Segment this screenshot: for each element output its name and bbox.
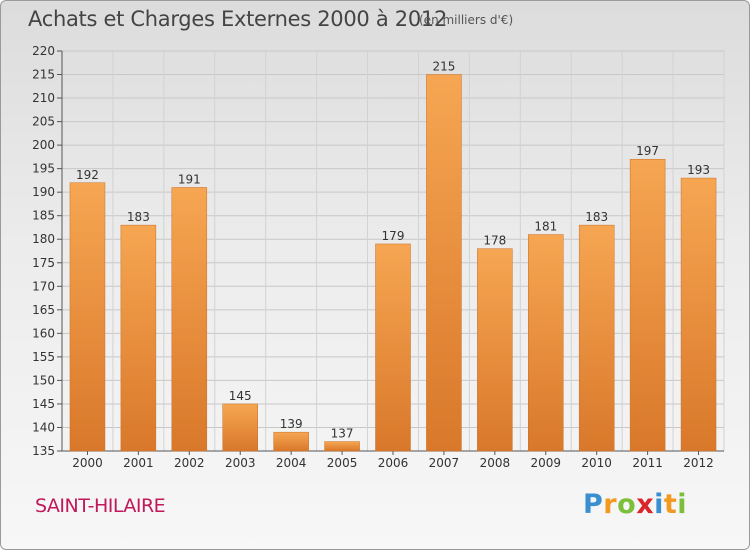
x-tick-label-2001: 2001 bbox=[123, 456, 154, 470]
bar-2012 bbox=[680, 177, 717, 452]
axes: 135 140 145 150 155 160 165 170 175 180 185 190 195 2… bbox=[32, 44, 724, 458]
data-label-2009: 181 bbox=[534, 220, 557, 234]
x-tick-label-2006: 2006 bbox=[378, 456, 409, 470]
bar-2011 bbox=[629, 158, 666, 452]
x-tick-label-2007: 2007 bbox=[429, 456, 460, 470]
bars bbox=[69, 74, 717, 452]
y-tick-label: 165 bbox=[32, 303, 55, 317]
data-label-2011: 197 bbox=[636, 144, 659, 158]
y-tick-label: 150 bbox=[32, 373, 55, 387]
x-tick-label-2011: 2011 bbox=[632, 456, 663, 470]
bar-2001 bbox=[120, 224, 157, 452]
data-label-2004: 139 bbox=[280, 417, 303, 431]
y-tick-label: 135 bbox=[32, 444, 55, 458]
bar-2005 bbox=[324, 441, 360, 452]
y-tick-label: 185 bbox=[32, 209, 55, 223]
x-tick-label-2000: 2000 bbox=[72, 456, 103, 470]
y-tick-label: 155 bbox=[32, 350, 55, 364]
data-label-2007: 215 bbox=[432, 60, 455, 74]
y-tick-label: 170 bbox=[32, 279, 55, 293]
logo-letter: o bbox=[617, 489, 637, 520]
bar-2009 bbox=[528, 234, 564, 452]
data-label-2012: 193 bbox=[687, 163, 710, 177]
bar-2010 bbox=[578, 224, 615, 452]
data-label-2003: 145 bbox=[229, 389, 252, 403]
data-label-2006: 179 bbox=[382, 229, 405, 243]
y-tick-label: 205 bbox=[32, 115, 55, 129]
y-tick-label: 160 bbox=[32, 326, 55, 340]
bar-2002 bbox=[171, 187, 208, 452]
x-tick-label-2012: 2012 bbox=[683, 456, 714, 470]
x-tick-label-2003: 2003 bbox=[225, 456, 256, 470]
y-tick-label: 200 bbox=[32, 138, 55, 152]
data-label-2010: 183 bbox=[585, 210, 608, 224]
data-label-2001: 183 bbox=[127, 210, 150, 224]
bar-2008 bbox=[477, 248, 513, 452]
logo-letter: r bbox=[603, 489, 618, 520]
x-tick-label-2005: 2005 bbox=[327, 456, 358, 470]
data-label-2005: 137 bbox=[331, 427, 354, 441]
bar-2007 bbox=[426, 74, 462, 452]
y-tick-label: 220 bbox=[32, 44, 55, 58]
x-tick-label-2002: 2002 bbox=[174, 456, 205, 470]
y-tick-label: 215 bbox=[32, 68, 55, 82]
chart-subtitle: (en milliers d'€) bbox=[419, 13, 514, 27]
y-tick-label: 180 bbox=[32, 232, 55, 246]
commune-name: SAINT-HILAIRE bbox=[35, 495, 166, 517]
x-tick-label-2009: 2009 bbox=[530, 456, 561, 470]
data-label-2002: 191 bbox=[178, 172, 201, 186]
y-tick-label: 140 bbox=[32, 420, 55, 434]
y-tick-label: 175 bbox=[32, 256, 55, 270]
y-tick-label: 190 bbox=[32, 185, 55, 199]
x-tick-label-2010: 2010 bbox=[581, 456, 612, 470]
logo-letter: i bbox=[654, 489, 664, 520]
bar-2003 bbox=[222, 403, 258, 452]
y-tick-label: 195 bbox=[32, 162, 55, 176]
proxiti-logo: Proxiti bbox=[583, 489, 687, 520]
x-tick-label-2004: 2004 bbox=[276, 456, 307, 470]
y-tick-label: 145 bbox=[32, 397, 55, 411]
bar-2000 bbox=[69, 182, 106, 452]
bar-2006 bbox=[375, 243, 411, 452]
logo-letter: i bbox=[677, 489, 688, 520]
logo-letter: P bbox=[583, 489, 604, 520]
chart-title: Achats et Charges Externes 2000 à 2012 bbox=[28, 7, 448, 31]
labels: 192 2000 183 2001 191 2002 145 2003 139 2004 137 20… bbox=[72, 60, 714, 470]
logo-letter: x bbox=[636, 489, 655, 520]
x-tick-label-2008: 2008 bbox=[480, 456, 511, 470]
data-label-2008: 178 bbox=[483, 234, 506, 248]
data-label-2000: 192 bbox=[76, 168, 99, 182]
logo-letter: t bbox=[663, 489, 678, 520]
bar-2004 bbox=[273, 431, 309, 452]
y-tick-label: 210 bbox=[32, 91, 55, 105]
